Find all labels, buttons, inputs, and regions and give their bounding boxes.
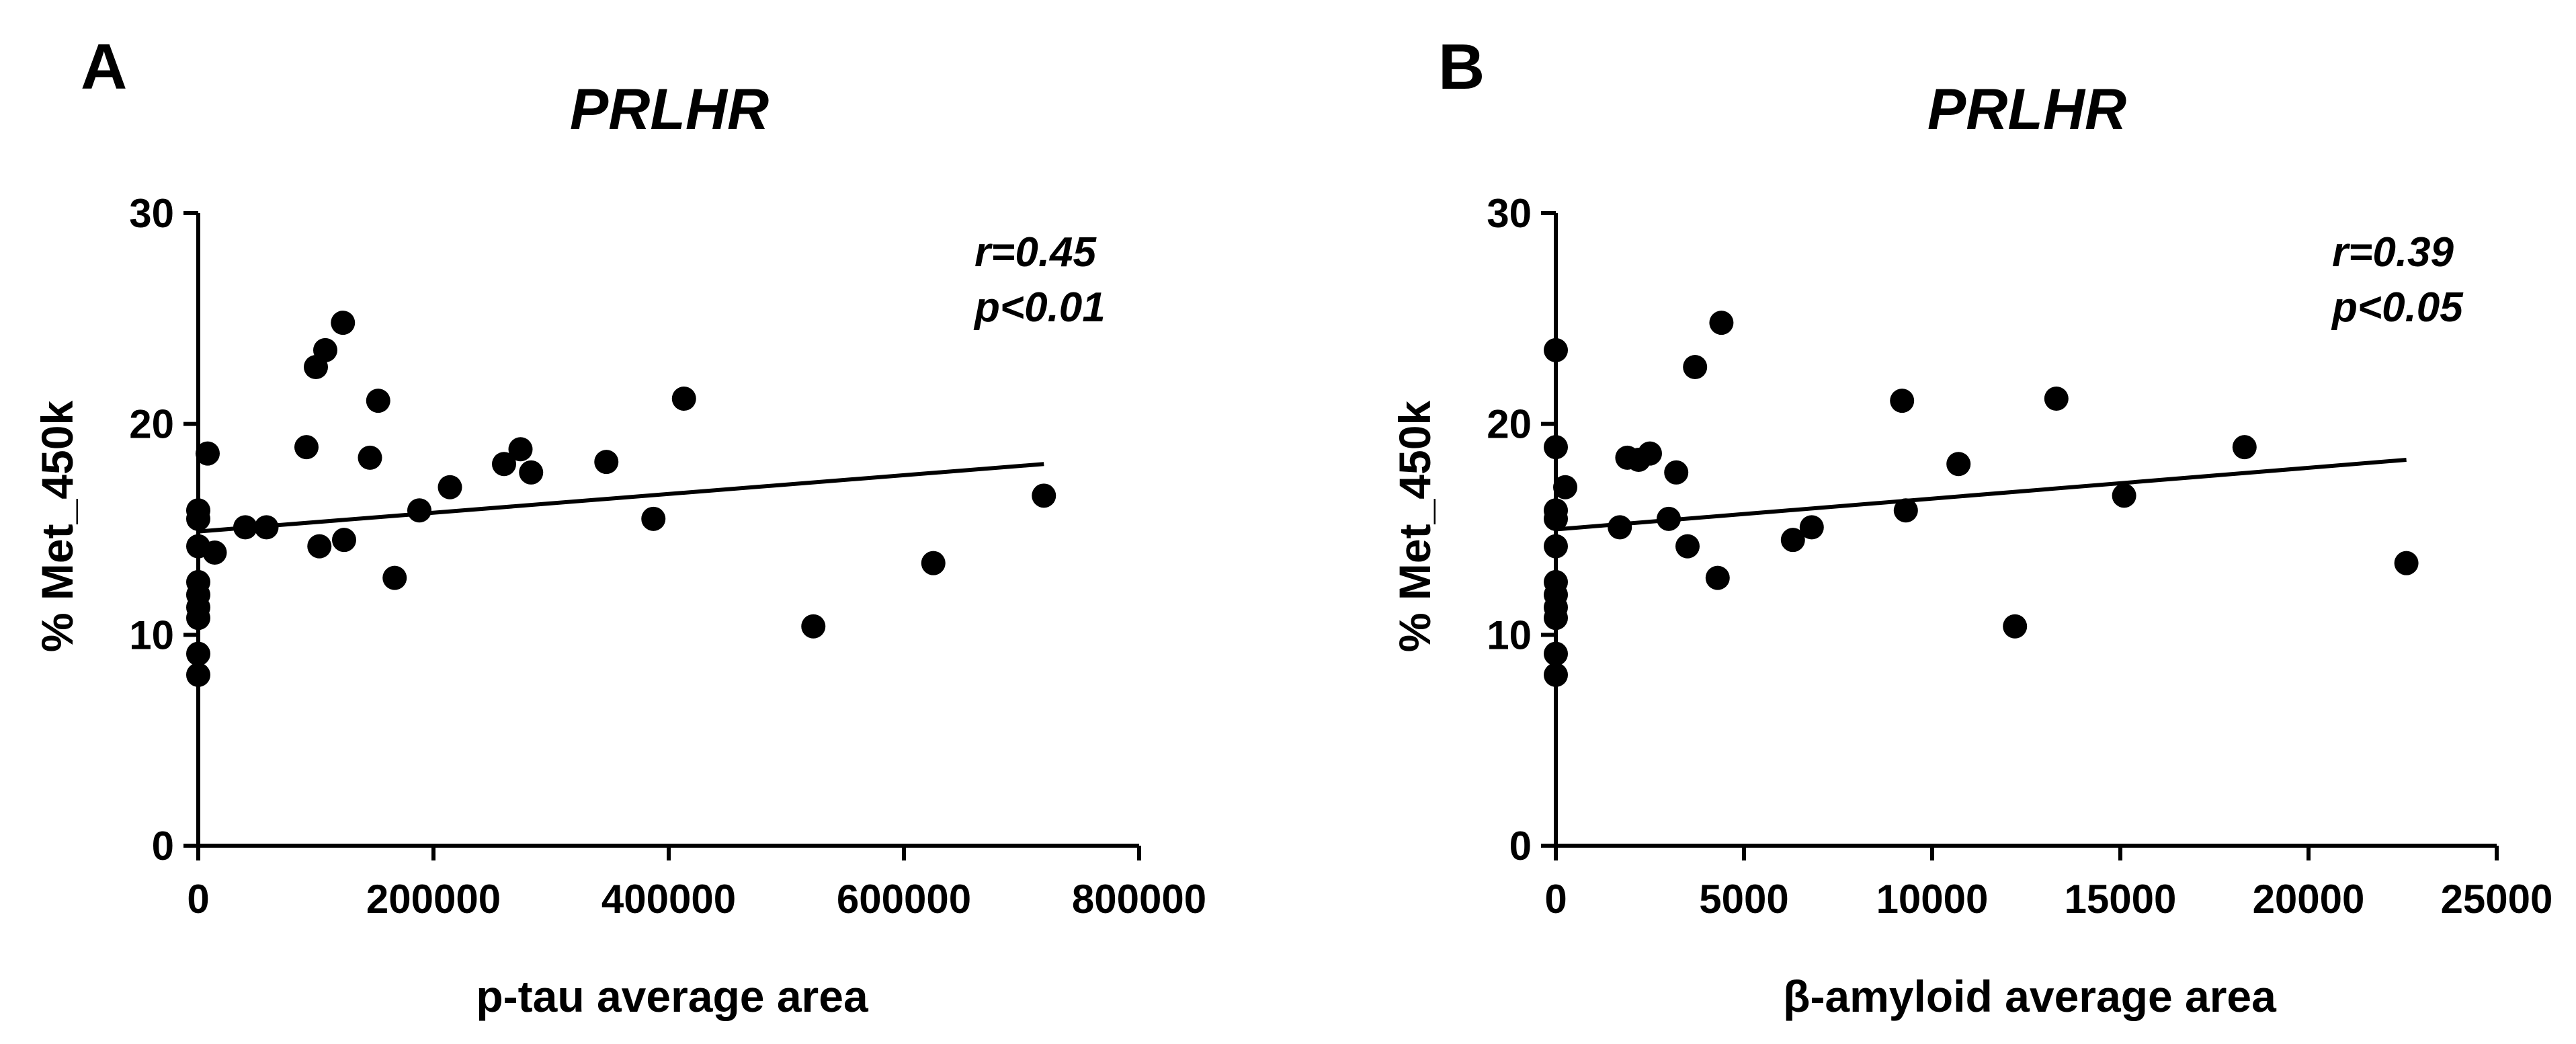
panel-a-x-tick-label: 400000 [601, 877, 736, 922]
panel-a-y-tick-label: 10 [129, 612, 174, 657]
panel-a-data-point [186, 569, 210, 594]
panel-a-data-point [307, 534, 332, 559]
panel-b-data-point [1893, 498, 1918, 523]
panel-b-data-point [1608, 515, 1632, 540]
panel-b-r-value: r=0.39 [2332, 229, 2454, 276]
panel-b-data-point [1657, 506, 1681, 531]
panel-a-data-point [508, 437, 533, 462]
panel-b-data-point [1553, 475, 1577, 499]
panel-a-y-axis-label: % Met_450k [32, 401, 82, 653]
panel-a-data-point [921, 551, 946, 575]
panel-b-y-tick-label: 20 [1487, 402, 1532, 447]
panel-b-data-point [1664, 460, 1689, 485]
panel-a-x-tick-label: 0 [187, 877, 209, 922]
panel-a-data-point [1032, 483, 1056, 508]
panel-a-x-axis-label: p-tau average area [476, 971, 869, 1021]
panel-a-y-tick-label: 20 [129, 402, 174, 447]
panel-b-data-point [2044, 387, 2069, 411]
panel-a-plot: 0 10 20 30 0 200000 400000 600000 800000 [129, 191, 1206, 922]
panel-b-data-point [1799, 515, 1824, 540]
panel-a-data-point [313, 337, 337, 362]
panel-a-data-point [233, 515, 257, 540]
panel-b-data-point [1683, 354, 1708, 379]
panel-b-plot: 0 10 20 30 0 5000 10000 15000 20000 25000 [1487, 191, 2552, 922]
panel-a-p-value: p<0.01 [973, 284, 1106, 331]
panel-a-data-point [671, 387, 696, 411]
panel-a-x-tick-label: 600000 [837, 877, 971, 922]
panel-b-title: PRLHR [1927, 77, 2126, 142]
panel-a-data-point [331, 311, 356, 335]
panel-b-x-tick-label: 0 [1544, 877, 1567, 922]
panel-b-x-tick-label: 20000 [2253, 877, 2365, 922]
panel-b-x-tick-label: 15000 [2065, 877, 2177, 922]
panel-b-data-point [1675, 534, 1700, 559]
panel-a-data-point [254, 515, 279, 540]
panel-a-title: PRLHR [570, 77, 769, 142]
panel-a-data-point [382, 565, 407, 590]
panel-b-x-tick-label: 10000 [1876, 877, 1989, 922]
panel-b-data-point [2112, 483, 2136, 508]
panel-b-regression-line [1555, 457, 2407, 532]
panel-b-data-point [1544, 435, 1568, 460]
panel-a-data-point [492, 452, 516, 477]
panel-b-data-point [2394, 551, 2419, 575]
panel-a-x-tick-label: 800000 [1072, 877, 1206, 922]
panel-a-letter: A [81, 31, 127, 103]
panel-b-y-tick-label: 30 [1487, 191, 1532, 236]
panel-b-data-point [1544, 569, 1568, 594]
panel-a-data-point [202, 540, 227, 565]
panel-b-data-point [2003, 614, 2028, 639]
panel-b-data-point [1638, 441, 1662, 466]
panel-a-data-point [358, 445, 382, 470]
panel-b-y-tick-label: 10 [1487, 612, 1532, 657]
panel-a-data-point [294, 435, 319, 460]
panel-a-data-point [186, 498, 210, 523]
panel-b-data-point [1709, 311, 1734, 335]
panel-b-data-point [1544, 337, 1568, 362]
panel-a-data-point [438, 475, 462, 499]
panel-a-y-tick-label: 0 [152, 824, 174, 869]
panel-a-data-point [407, 498, 431, 523]
panel-a-data-point [332, 528, 356, 553]
panel-a-data-point [801, 614, 826, 639]
panel-b-data-point [1780, 528, 1805, 553]
panel-b-data-point [1544, 498, 1568, 523]
panel-a: A PRLHR r=0.45 p<0.01 p-tau average area… [32, 31, 1206, 1021]
panel-a-data-point [594, 450, 619, 475]
panel-b-data-point [2232, 435, 2257, 460]
panel-a-data-point [186, 641, 210, 666]
panel-b-data-point [1890, 389, 1915, 413]
panel-a-data-point [641, 506, 666, 531]
panel-b-data-point [1544, 662, 1568, 687]
panel-b-y-axis-label: % Met_450k [1390, 401, 1440, 653]
panel-a-data-point [186, 662, 210, 687]
panel-b-p-value: p<0.05 [2331, 284, 2464, 331]
panel-a-r-value: r=0.45 [974, 229, 1097, 276]
panel-b: B PRLHR r=0.39 p<0.05 β-amyloid average … [1390, 31, 2552, 1021]
panel-b-data-point [1544, 641, 1568, 666]
panel-a-data-point [366, 389, 390, 413]
panel-b-data-point [1544, 534, 1568, 559]
panel-b-y-tick-label: 0 [1509, 824, 1532, 869]
panel-a-regression-line [198, 462, 1044, 534]
panel-a-x-tick-label: 200000 [366, 877, 501, 922]
panel-b-x-tick-label: 25000 [2441, 877, 2553, 922]
panel-b-x-tick-label: 5000 [1699, 877, 1788, 922]
panel-b-data-point [1946, 452, 1971, 477]
panel-b-letter: B [1438, 31, 1485, 103]
panel-a-data-point [196, 441, 220, 466]
panel-a-y-tick-label: 30 [129, 191, 174, 236]
panel-a-data-point [519, 460, 544, 485]
panel-b-data-point [1705, 565, 1730, 590]
panel-b-x-axis-label: β-amyloid average area [1783, 971, 2277, 1021]
